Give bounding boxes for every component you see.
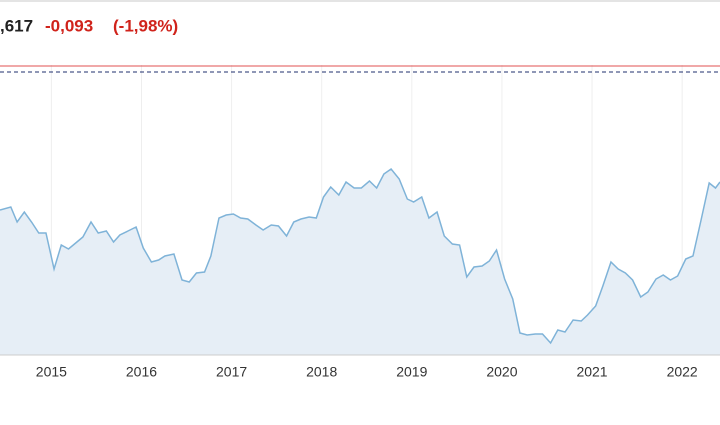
price: ,617	[0, 16, 33, 35]
line	[0, 167, 720, 345]
x-tick-label: 2016	[126, 364, 157, 380]
x-tick-label: 2015	[36, 364, 67, 380]
area-fill	[0, 169, 720, 355]
x-tick-label: 2020	[486, 364, 517, 380]
x-tick-label: 2018	[306, 364, 337, 380]
change: -0,093	[45, 16, 93, 35]
x-tick-label: 2022	[667, 364, 698, 380]
x-tick-label: 2021	[576, 364, 607, 380]
change-pct: (-1,98%)	[113, 16, 178, 35]
x-tick-label: 2019	[396, 364, 427, 380]
x-tick-label: 2017	[216, 364, 247, 380]
